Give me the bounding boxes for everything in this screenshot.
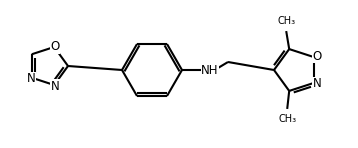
Text: O: O <box>50 41 60 53</box>
Text: N: N <box>26 72 35 85</box>
Text: N: N <box>51 79 59 92</box>
Text: CH₃: CH₃ <box>278 114 296 124</box>
Text: O: O <box>312 50 321 63</box>
Text: CH₃: CH₃ <box>277 16 295 26</box>
Text: N: N <box>313 77 321 90</box>
Text: NH: NH <box>201 63 219 77</box>
